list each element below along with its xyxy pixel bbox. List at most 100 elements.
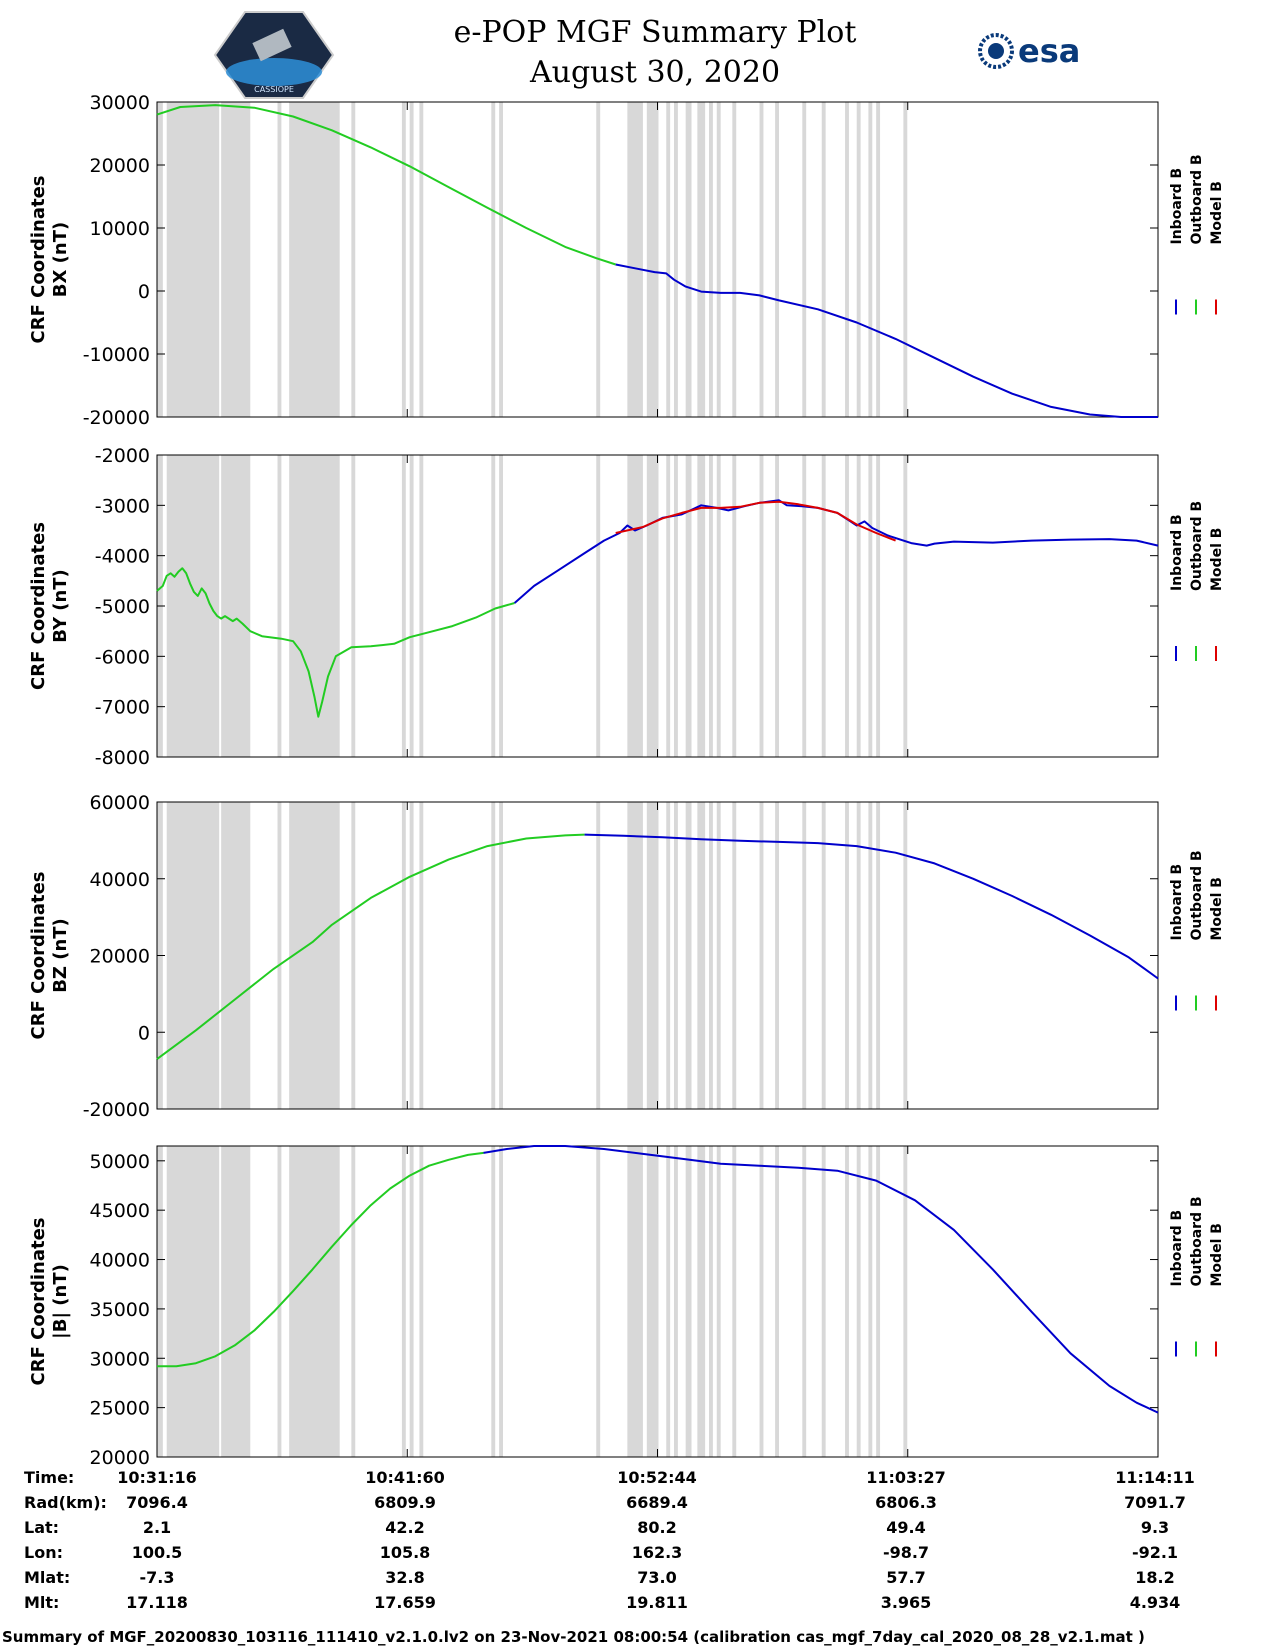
data-gap-band xyxy=(409,802,414,1109)
legend-entry-outboard: Outboard B xyxy=(1189,1196,1205,1286)
data-gap-band xyxy=(775,1146,779,1457)
y-axis-label: CRF Coordinates|B| (nT) xyxy=(28,1218,71,1386)
y-tick-label: 30000 xyxy=(90,1348,150,1370)
data-gap-band xyxy=(627,1146,643,1457)
series-outboard-b xyxy=(157,1151,484,1368)
data-gap-band xyxy=(646,102,659,417)
data-gap-band xyxy=(409,102,414,417)
data-gap-band xyxy=(775,455,779,757)
series-outboard-b xyxy=(156,567,515,718)
data-gap-band xyxy=(277,455,282,757)
data-gap-band xyxy=(499,1146,503,1457)
data-gap-band xyxy=(351,802,356,1109)
data-gap-band xyxy=(775,102,779,417)
data-gap-band xyxy=(697,102,706,417)
data-gap-band xyxy=(419,802,424,1109)
data-gap-band xyxy=(157,102,163,417)
data-gap-band xyxy=(732,455,737,757)
data-gap-band xyxy=(868,455,873,757)
table-cell: 49.4 xyxy=(886,1518,925,1537)
data-gap-band xyxy=(289,102,340,417)
legend-entry-outboard: Outboard B xyxy=(1189,154,1205,244)
table-cell: 2.1 xyxy=(143,1518,171,1537)
table-cell: 42.2 xyxy=(385,1518,424,1537)
series-outboard-b xyxy=(156,104,617,266)
table-cell: 7096.4 xyxy=(126,1493,188,1512)
y-tick-label: 50000 xyxy=(90,1151,150,1173)
data-gap-band xyxy=(596,802,601,1109)
table-cell: 57.7 xyxy=(886,1568,925,1587)
y-tick-label: 20000 xyxy=(90,1447,150,1469)
data-gap-band xyxy=(685,1146,692,1457)
table-cell: -7.3 xyxy=(140,1568,175,1587)
legend-entry-inboard: Inboard B xyxy=(1169,514,1185,591)
table-cell: 73.0 xyxy=(637,1568,676,1587)
data-gap-band xyxy=(802,802,807,1109)
legend-entry-inboard: Inboard B xyxy=(1169,168,1185,245)
data-gap-band xyxy=(903,455,908,757)
table-cell: 105.8 xyxy=(380,1543,431,1562)
table-row-label: Lat: xyxy=(24,1518,59,1537)
data-gap-band xyxy=(491,802,496,1109)
data-gap-band xyxy=(716,455,721,757)
panel-4: 50000 45000 40000 35000 30000 25000 20000 CRF C… xyxy=(28,1145,1225,1469)
data-gap-band xyxy=(903,802,908,1109)
table-row-label: Time: xyxy=(24,1468,74,1487)
data-gap-band xyxy=(685,802,692,1109)
data-gap-band xyxy=(868,1146,873,1457)
data-gap-band xyxy=(289,1146,340,1457)
series-inboard-b xyxy=(584,833,1159,980)
data-gap-band xyxy=(674,1146,678,1457)
data-gap-band xyxy=(709,455,713,757)
legend-entry-model: Model B xyxy=(1209,181,1225,244)
data-gap-band xyxy=(716,1146,721,1457)
data-gap-band xyxy=(166,102,220,417)
y-tick-label: -20000 xyxy=(83,407,150,429)
y-tick-label: 40000 xyxy=(90,869,150,891)
data-gap-band xyxy=(876,455,881,757)
data-gap-band xyxy=(491,455,496,757)
y-tick-label: -2000 xyxy=(95,445,150,467)
table-cell: 4.934 xyxy=(1130,1593,1181,1612)
data-gap-band xyxy=(775,802,779,1109)
data-gap-band xyxy=(221,102,251,417)
data-gap-band xyxy=(903,1146,908,1457)
series-inboard-b xyxy=(513,499,1159,604)
data-gap-band xyxy=(709,1146,713,1457)
data-gap-band xyxy=(856,102,861,417)
y-tick-label: 0 xyxy=(138,281,150,303)
data-gap-band xyxy=(409,1146,414,1457)
series-model-b xyxy=(615,500,896,542)
plot-title: e-POP MGF Summary Plot xyxy=(454,15,857,50)
legend-entry-inboard: Inboard B xyxy=(1169,864,1185,941)
table-cell: 10:41:60 xyxy=(365,1468,445,1487)
data-gap-band xyxy=(868,102,873,417)
data-gap-band xyxy=(351,102,356,417)
y-tick-label: 20000 xyxy=(90,946,150,968)
y-tick-label: 45000 xyxy=(90,1200,150,1222)
data-gap-band xyxy=(499,102,503,417)
data-gap-band xyxy=(666,1146,671,1457)
footer-text: Summary of MGF_20200830_103116_111410_v2… xyxy=(2,1628,1145,1646)
legend-entry-outboard: Outboard B xyxy=(1189,501,1205,591)
data-gap-band xyxy=(666,455,671,757)
table-row-label: Rad(km): xyxy=(24,1493,107,1512)
data-gap-band xyxy=(351,455,356,757)
table-cell: 11:14:11 xyxy=(1115,1468,1195,1487)
data-gap-band xyxy=(277,802,282,1109)
data-gap-band xyxy=(732,1146,737,1457)
data-gap-band xyxy=(856,455,861,757)
y-tick-label: -6000 xyxy=(95,646,150,668)
data-gap-band xyxy=(876,102,881,417)
y-tick-label: 25000 xyxy=(90,1398,150,1420)
data-gap-band xyxy=(697,802,706,1109)
y-tick-label: 35000 xyxy=(90,1299,150,1321)
y-tick-label: -7000 xyxy=(95,697,150,719)
series-outboard-b xyxy=(156,833,585,1060)
data-gap-band xyxy=(674,802,678,1109)
series-inboard-b xyxy=(483,1145,1159,1414)
y-tick-label: -4000 xyxy=(95,546,150,568)
y-tick-label: 40000 xyxy=(90,1250,150,1272)
data-gap-band xyxy=(821,802,826,1109)
table-cell: 19.811 xyxy=(626,1593,688,1612)
